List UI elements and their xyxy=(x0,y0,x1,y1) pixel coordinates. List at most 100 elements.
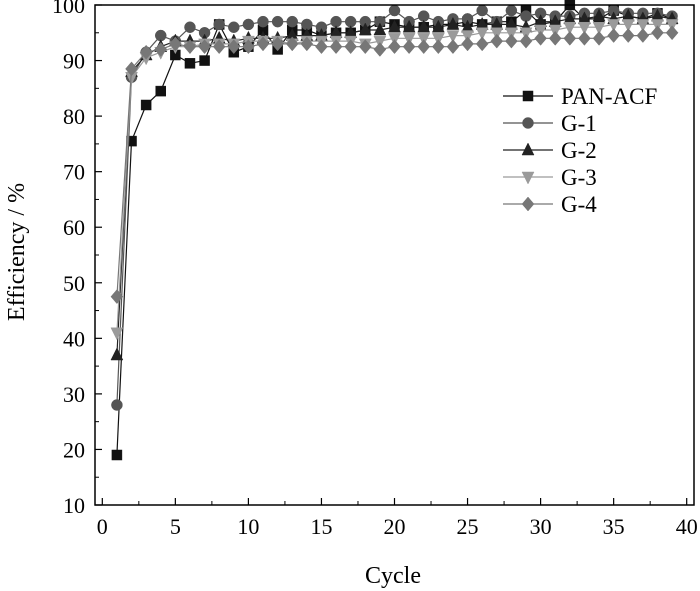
data-point-g-4 xyxy=(344,39,358,55)
data-point-g-4 xyxy=(358,39,372,55)
legend-item-g-1: G-1 xyxy=(503,111,597,136)
data-point-g-4 xyxy=(446,39,460,55)
data-point-pan-acf xyxy=(199,55,210,66)
data-point-g-1 xyxy=(271,15,284,28)
legend-marker xyxy=(521,171,535,185)
legend-marker xyxy=(522,117,534,129)
data-point-pan-acf xyxy=(155,85,166,97)
data-point-g-1 xyxy=(213,18,225,31)
data-point-g-1 xyxy=(228,21,240,33)
y-tick-label: 10 xyxy=(63,493,85,518)
x-axis-title: Cycle xyxy=(365,563,421,589)
data-point-g-2 xyxy=(417,19,431,33)
legend-label: PAN-ACF xyxy=(561,84,657,109)
data-point-g-4 xyxy=(271,36,284,52)
x-tick-label: 15 xyxy=(310,514,332,539)
data-point-g-1 xyxy=(505,4,518,17)
data-point-g-4 xyxy=(417,39,431,55)
data-point-g-3 xyxy=(592,21,606,35)
data-point-g-2 xyxy=(431,19,445,33)
y-tick-label: 80 xyxy=(63,104,85,129)
data-point-g-2 xyxy=(592,8,606,22)
data-point-g-2 xyxy=(373,22,387,36)
x-tick-label: 35 xyxy=(603,514,625,539)
data-point-g-3 xyxy=(621,19,635,33)
data-point-g-4 xyxy=(519,33,533,49)
data-point-g-4 xyxy=(461,36,474,52)
data-point-g-3 xyxy=(110,327,124,341)
data-point-g-4 xyxy=(534,30,547,46)
series-pan-acf xyxy=(111,0,678,461)
data-point-g-4 xyxy=(183,39,197,55)
data-point-g-4 xyxy=(636,28,650,43)
y-tick-label: 30 xyxy=(63,382,85,407)
legend-label: G-1 xyxy=(561,111,597,136)
data-point-g-1 xyxy=(184,21,196,33)
data-point-g-3 xyxy=(636,19,650,33)
data-point-g-2 xyxy=(110,347,124,361)
data-point-g-4 xyxy=(548,30,562,46)
data-point-g-3 xyxy=(607,19,621,33)
data-point-g-4 xyxy=(578,30,591,46)
y-tick-label: 40 xyxy=(63,326,85,351)
plot-frame xyxy=(94,4,695,506)
data-point-g-4 xyxy=(169,36,182,52)
data-point-g-1 xyxy=(286,15,298,28)
data-point-g-3 xyxy=(475,27,489,41)
data-point-g-3 xyxy=(578,21,591,35)
data-point-g-4 xyxy=(315,39,328,55)
y-tick-label: 20 xyxy=(63,437,85,462)
data-point-g-1 xyxy=(388,4,401,17)
x-tick-label: 25 xyxy=(457,514,479,539)
data-point-g-4 xyxy=(505,33,518,49)
series-line-pan-acf xyxy=(116,4,673,456)
legend-item-pan-acf: PAN-ACF xyxy=(503,84,657,109)
data-point-g-1 xyxy=(111,399,123,411)
data-point-g-4 xyxy=(388,39,401,55)
data-point-g-4 xyxy=(227,39,241,55)
x-tick-label: 5 xyxy=(170,514,181,539)
data-point-g-2 xyxy=(358,22,372,36)
data-point-g-4 xyxy=(373,42,387,57)
x-tick-label: 0 xyxy=(97,514,108,539)
legend-item-g-2: G-2 xyxy=(503,138,597,163)
series-g-4 xyxy=(110,25,679,305)
legend-label: G-4 xyxy=(561,192,597,217)
data-point-g-1 xyxy=(257,15,269,28)
y-tick-label: 70 xyxy=(63,160,85,185)
data-point-g-3 xyxy=(563,21,577,35)
data-point-g-4 xyxy=(607,28,620,43)
data-point-g-4 xyxy=(285,36,299,52)
data-point-g-4 xyxy=(592,30,606,46)
x-tick-label: 10 xyxy=(237,514,259,539)
legend-label: G-2 xyxy=(561,138,597,163)
data-point-g-2 xyxy=(446,16,460,30)
data-point-g-4 xyxy=(490,33,504,49)
legend-item-g-3: G-3 xyxy=(503,165,597,190)
y-tick-label: 50 xyxy=(63,271,85,296)
data-point-g-4 xyxy=(651,25,664,41)
series-layer xyxy=(110,0,679,461)
data-point-g-4 xyxy=(621,28,635,43)
data-point-g-4 xyxy=(300,36,314,52)
data-point-g-1 xyxy=(476,4,488,17)
data-point-g-2 xyxy=(388,19,401,33)
data-point-g-4 xyxy=(563,30,577,46)
data-point-g-4 xyxy=(198,39,211,55)
data-point-pan-acf xyxy=(184,58,196,69)
x-tick-label: 40 xyxy=(676,514,698,539)
data-point-g-4 xyxy=(154,42,168,57)
data-point-g-2 xyxy=(402,19,416,33)
data-point-g-4 xyxy=(256,36,270,52)
data-point-g-4 xyxy=(110,289,124,305)
legend-marker xyxy=(521,142,535,156)
y-tick-label: 60 xyxy=(63,215,85,240)
data-point-g-4 xyxy=(125,61,138,77)
axes-layer: 0 5 10 15 20 25 30 35 40 10 20 30 40 50 60 70 80 90 100 xyxy=(52,0,698,539)
data-point-g-4 xyxy=(475,36,489,52)
data-point-g-4 xyxy=(242,39,255,55)
legend-item-g-4: G-4 xyxy=(503,192,597,217)
data-point-g-3 xyxy=(446,30,460,44)
data-point-pan-acf xyxy=(140,99,152,111)
